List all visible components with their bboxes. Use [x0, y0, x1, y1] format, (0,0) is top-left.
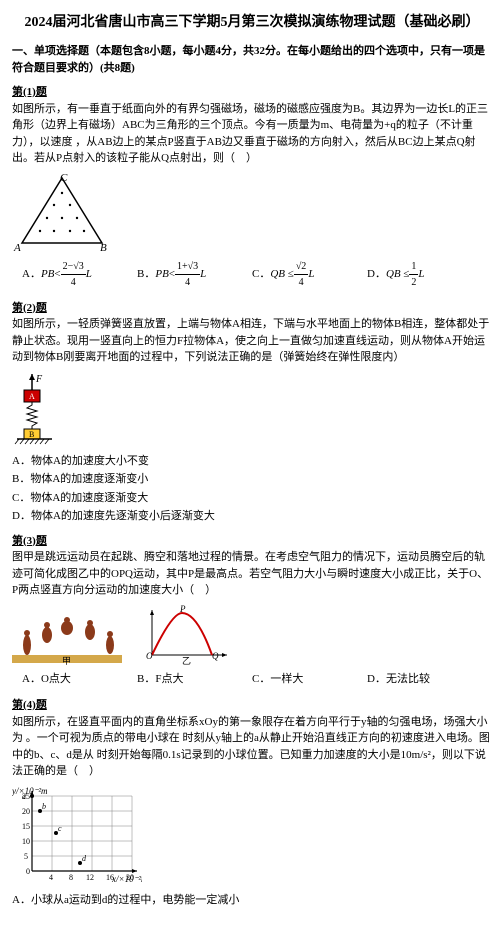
- q1-optB: B．PB<1+√34L: [137, 259, 252, 290]
- q1-diagram: C A B: [12, 173, 492, 253]
- q4-optA: A．小球从a运动到d的过程中，电势能一定减小: [12, 892, 492, 909]
- q3-optD: D．无法比较: [367, 671, 482, 688]
- q1-text: 如图所示，有一垂直于纸面向外的有界匀强磁场，磁场的磁感应强度为B。其边界为一边长…: [12, 101, 492, 167]
- q2-optA: A．物体A的加速度大小不变: [12, 453, 492, 470]
- svg-text:5: 5: [24, 852, 28, 861]
- svg-text:C: C: [60, 173, 68, 184]
- q3-options: A．O点大 B．F点大 C．一样大 D．无法比较: [12, 671, 492, 688]
- q3-label: 第(3)题: [12, 533, 492, 550]
- q1-label: 第(1)题: [12, 84, 492, 101]
- q4-label: 第(4)题: [12, 697, 492, 714]
- q1-optD: D．QB ≤12L: [367, 259, 482, 290]
- q4-diagram: a b c d 0 48121620 510152025 y/×10⁻²m x/…: [12, 786, 492, 886]
- q2-text: 如图所示，一轻质弹簧竖直放置，上端与物体A相连，下端与水平地面上的物体B相连，整…: [12, 316, 492, 366]
- q2-label: 第(2)题: [12, 300, 492, 317]
- q3-optB: B．F点大: [137, 671, 252, 688]
- svg-text:0: 0: [26, 867, 30, 876]
- section1-header: 一、单项选择题（本题包含8小题，每小题4分，共32分。在每小题给出的四个选项中，…: [12, 43, 492, 76]
- svg-text:y/×10⁻²m: y/×10⁻²m: [12, 786, 48, 796]
- svg-text:O: O: [146, 651, 153, 661]
- q3-optC: C．一样大: [252, 671, 367, 688]
- svg-text:b: b: [42, 802, 46, 811]
- q2-options: A．物体A的加速度大小不变 B．物体A的加速度逐渐变小 C．物体A的加速度逐渐变…: [12, 453, 492, 525]
- q3-optA: A．O点大: [22, 671, 137, 688]
- q4-options: A．小球从a运动到d的过程中，电势能一定减小: [12, 892, 492, 909]
- q1-optC: C．QB ≤√24L: [252, 259, 367, 290]
- q2-diagram: F A B: [12, 372, 492, 447]
- svg-text:P: P: [179, 605, 186, 614]
- svg-text:A: A: [13, 242, 21, 253]
- svg-text:B: B: [29, 430, 34, 439]
- q4-text: 如图所示，在竖直平面内的直角坐标系xOy的第一象限存在着方向平行于y轴的匀强电场…: [12, 714, 492, 780]
- svg-text:d: d: [82, 854, 87, 863]
- q3-text: 图甲是跳远运动员在起跳、腾空和落地过程的情景。在考虑空气阻力的情况下，运动员腾空…: [12, 549, 492, 599]
- svg-text:4: 4: [49, 873, 53, 882]
- svg-text:甲: 甲: [62, 656, 71, 665]
- svg-text:Q: Q: [212, 651, 219, 661]
- svg-text:15: 15: [22, 822, 30, 831]
- svg-text:x/×10⁻²m: x/×10⁻²m: [111, 874, 142, 884]
- svg-text:c: c: [58, 824, 62, 833]
- svg-text:乙: 乙: [182, 656, 191, 665]
- q2-optB: B．物体A的加速度逐渐变小: [12, 471, 492, 488]
- svg-text:F: F: [35, 374, 43, 385]
- q1-options: A．PB<2−√34L B．PB<1+√34L C．QB ≤√24L D．QB …: [12, 259, 492, 290]
- q2-optC: C．物体A的加速度逐渐变大: [12, 490, 492, 507]
- q3-diagram: 甲 O P Q 乙: [12, 605, 492, 665]
- exam-title: 2024届河北省唐山市高三下学期5月第三次模拟演练物理试题（基础必刷）: [12, 12, 492, 33]
- svg-text:10: 10: [22, 837, 30, 846]
- svg-text:20: 20: [22, 807, 30, 816]
- q1-optA: A．PB<2−√34L: [22, 259, 137, 290]
- svg-text:12: 12: [86, 873, 94, 882]
- svg-text:8: 8: [69, 873, 73, 882]
- q2-optD: D．物体A的加速度先逐渐变小后逐渐变大: [12, 508, 492, 525]
- svg-text:B: B: [100, 242, 107, 253]
- svg-text:A: A: [29, 392, 35, 401]
